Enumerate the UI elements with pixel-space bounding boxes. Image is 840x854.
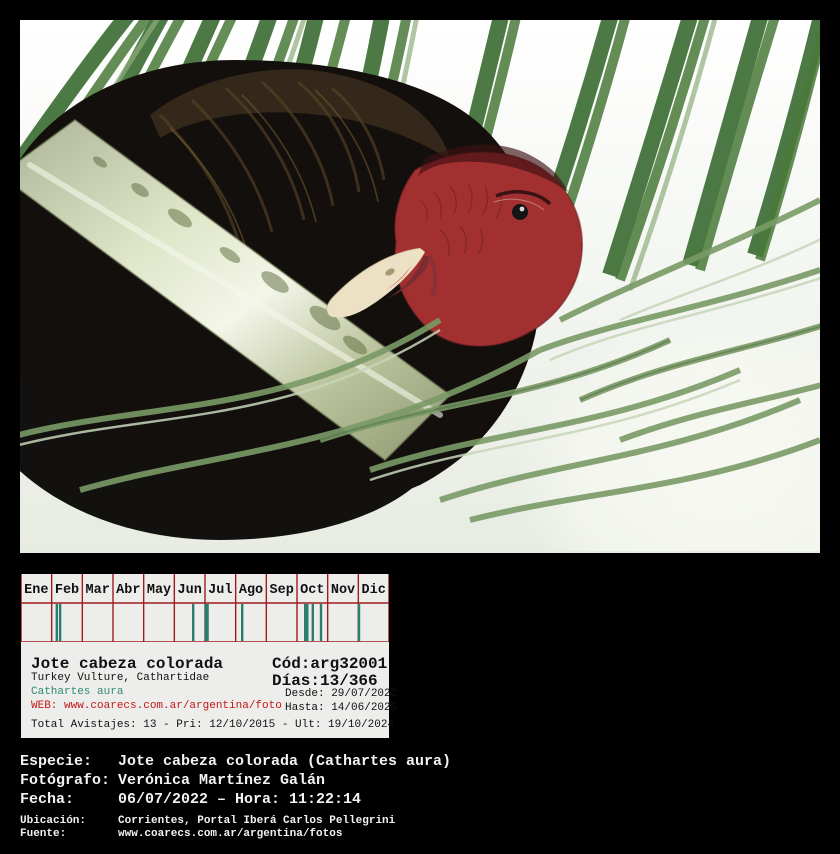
svg-text:Oct: Oct (300, 583, 324, 598)
svg-text:May: May (147, 583, 171, 598)
svg-text:Sep: Sep (270, 583, 294, 598)
svg-text:Dic: Dic (362, 583, 386, 598)
svg-text:Mar: Mar (86, 583, 110, 598)
svg-text:Ene: Ene (24, 583, 48, 598)
svg-text:Jun: Jun (178, 583, 202, 598)
svg-text:Feb: Feb (55, 583, 79, 598)
svg-text:Abr: Abr (116, 583, 140, 598)
svg-text:Jul: Jul (208, 583, 232, 598)
svg-text:Nov: Nov (331, 583, 355, 598)
svg-text:Ago: Ago (239, 583, 263, 598)
